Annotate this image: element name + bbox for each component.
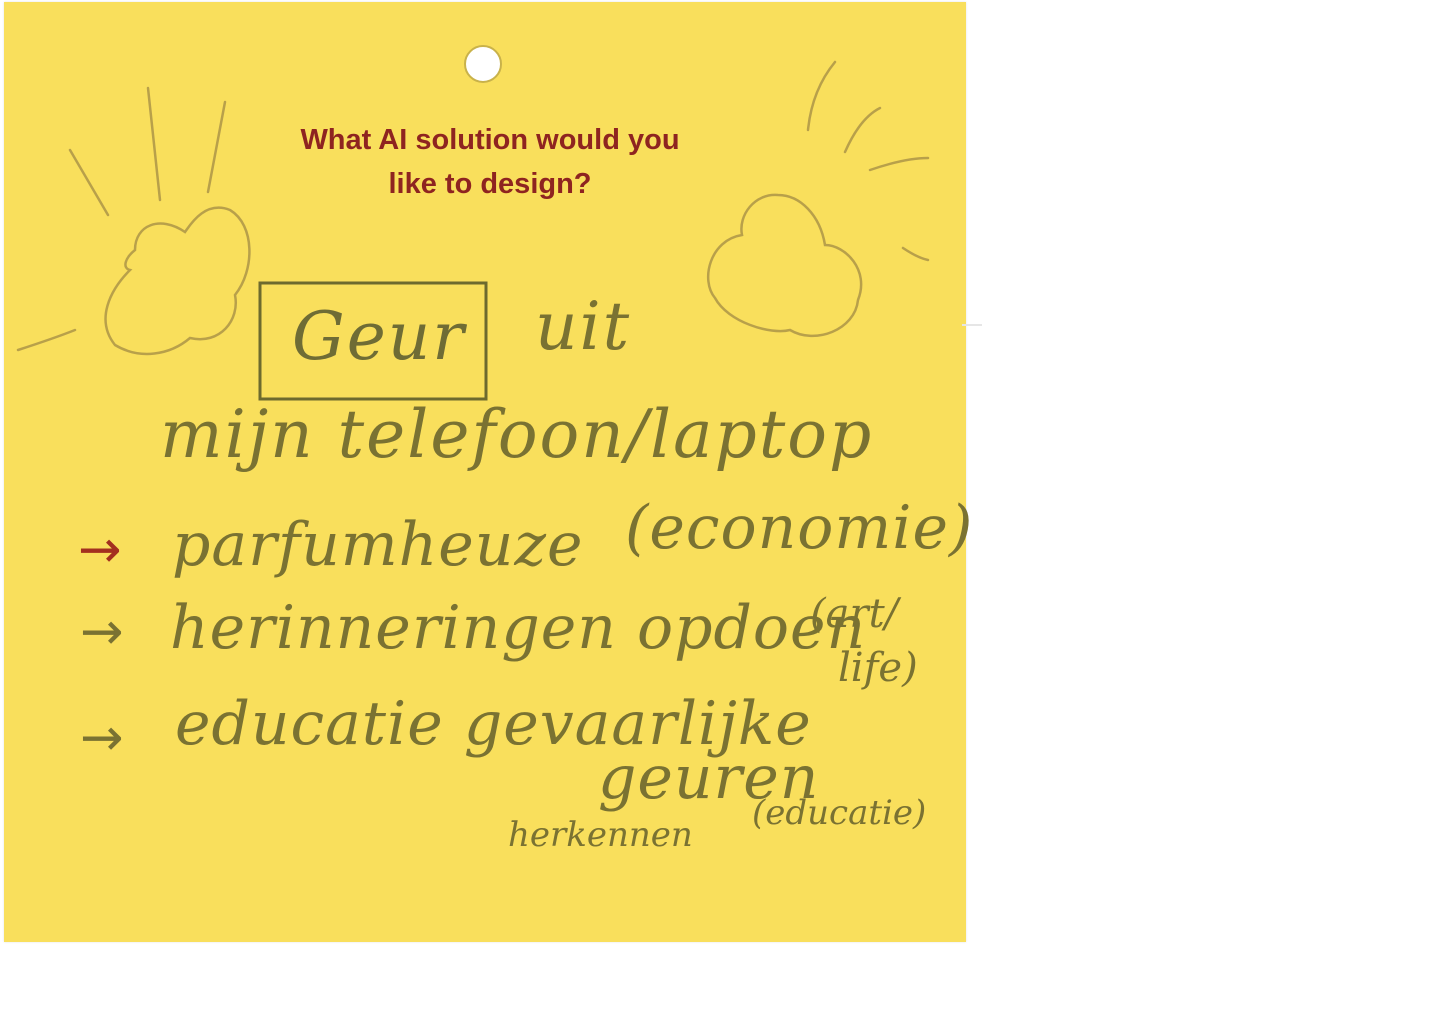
item-2-text: herinneringen opdoen: [170, 593, 867, 663]
arrow-1: →: [78, 520, 122, 580]
question-line-1: What AI solution would you: [300, 124, 680, 156]
boxed-word: Geur: [292, 298, 466, 375]
line1-rest: uit: [535, 288, 632, 365]
item-1-tag: (economie): [625, 493, 974, 563]
arrow-3: →: [80, 708, 124, 768]
card-question: What AI solution would you like to desig…: [230, 118, 750, 206]
arrow-2: →: [80, 602, 124, 662]
item-2-tag-line2: life): [838, 645, 918, 691]
item-3-continuation-1: geuren: [598, 743, 820, 813]
scan-edge-line: [962, 324, 982, 326]
item-1-text: parfumheuze: [172, 510, 584, 580]
item-3-tag: (educatie): [752, 793, 927, 833]
item-3-continuation-2: herkennen: [508, 815, 693, 855]
question-line-2: like to design?: [388, 168, 592, 200]
punch-hole: [464, 45, 502, 83]
item-3-text: educatie gevaarlijke: [175, 689, 812, 759]
item-2-tag-line1: (art/: [810, 591, 899, 637]
line2-text: mijn telefoon/laptop: [160, 396, 874, 473]
yellow-card: [4, 2, 966, 942]
